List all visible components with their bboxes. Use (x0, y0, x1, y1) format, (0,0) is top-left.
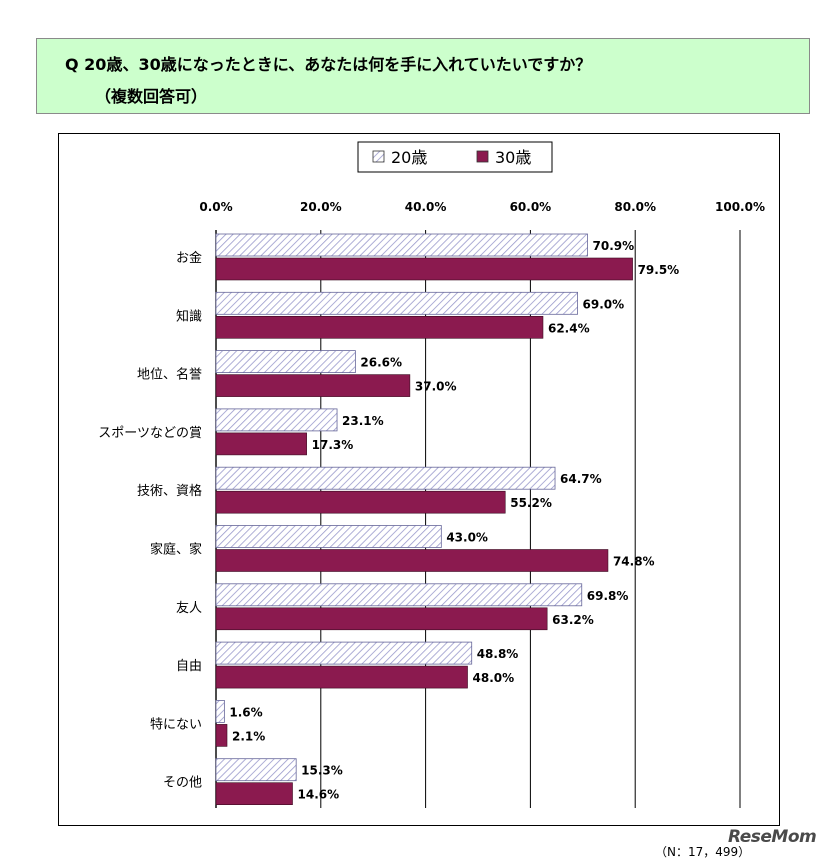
question-box: Q 20歳、30歳になったときに、あなたは何を手に入れていたいですか？ （複数回… (36, 38, 810, 114)
bar-20 (215, 525, 442, 548)
data-label-20: 48.8% (477, 647, 519, 661)
watermark-logo: ReseMom (728, 827, 817, 847)
bar-20 (215, 641, 473, 665)
x-tick-label: 0.0% (199, 200, 232, 214)
data-label-30: 79.5% (638, 263, 680, 277)
legend-label-20: 20歳 (391, 148, 427, 167)
bar-30 (215, 490, 506, 514)
data-label-20: 69.0% (583, 297, 625, 311)
legend-box (357, 141, 553, 173)
data-label-30: 37.0% (415, 380, 457, 394)
bar-20 (215, 466, 556, 490)
bar-30 (215, 432, 307, 456)
bar-30 (215, 782, 293, 806)
bar-30 (215, 665, 468, 689)
x-tick-label: 100.0% (715, 200, 765, 214)
data-label-20: 43.0% (446, 531, 488, 545)
category-label: お金 (176, 250, 202, 266)
x-axis-ticks: 0.0% 20.0% 40.0% 60.0% 80.0% 100.0% (199, 200, 765, 214)
legend: 20歳 30歳 (357, 141, 553, 173)
bar-30 (215, 549, 609, 572)
bar-30 (215, 315, 544, 339)
sample-size-note: （N：17，499） (655, 845, 751, 859)
data-label-20: 69.8% (587, 589, 629, 603)
legend-swatch-20 (372, 150, 385, 163)
data-label-30: 74.8% (613, 555, 655, 569)
legend-label-30: 30歳 (495, 148, 531, 167)
question-text: Q 20歳、30歳になったときに、あなたは何を手に入れていたいですか？ (65, 55, 592, 74)
bar-30 (215, 724, 228, 747)
x-tick-label: 60.0% (510, 200, 552, 214)
bar-20 (215, 583, 583, 607)
bars: 70.9%79.5% 69.0% 62.4% 26.6% 37.0% 23.1% 17.3%… (215, 233, 680, 806)
bar-30 (215, 257, 633, 281)
bar-20 (215, 291, 578, 315)
data-label-30: 63.2% (552, 613, 594, 627)
bar-20 (215, 758, 297, 782)
category-label: 知識 (176, 308, 202, 324)
data-label-30: 48.0% (473, 671, 515, 685)
x-tick-label: 80.0% (614, 200, 656, 214)
question-note: （複数回答可） (95, 87, 208, 106)
category-label: 自由 (176, 659, 202, 674)
data-label-30: 14.6% (298, 788, 340, 802)
category-label: 地位、名誉 (137, 367, 202, 383)
data-label-30: 17.3% (312, 438, 354, 452)
data-label-20: 15.3% (301, 764, 343, 778)
x-tick-label: 20.0% (300, 200, 342, 214)
legend-swatch-30 (476, 150, 489, 163)
data-label-20: 1.6% (229, 705, 262, 719)
data-label-20: 64.7% (560, 472, 602, 486)
bar-20 (215, 700, 225, 723)
data-label-20: 70.9% (593, 239, 635, 253)
category-label: 技術、資格 (137, 483, 202, 499)
category-label: スポーツなどの賞 (98, 426, 202, 441)
category-label: 友人 (176, 600, 202, 616)
bar-30 (215, 607, 548, 631)
data-label-20: 23.1% (342, 414, 384, 428)
data-label-30: 62.4% (548, 321, 590, 335)
category-label: その他 (163, 776, 202, 791)
data-label-30: 55.2% (510, 496, 552, 510)
data-label-30: 2.1% (232, 729, 265, 743)
category-label: 特にない (150, 717, 202, 732)
bar-30 (215, 374, 411, 397)
data-label-20: 26.6% (360, 356, 402, 370)
bar-20 (215, 350, 356, 374)
bar-20 (215, 233, 588, 257)
bar-20 (215, 408, 338, 432)
category-label: 家庭、家 (150, 542, 202, 558)
x-tick-label: 40.0% (405, 200, 447, 214)
